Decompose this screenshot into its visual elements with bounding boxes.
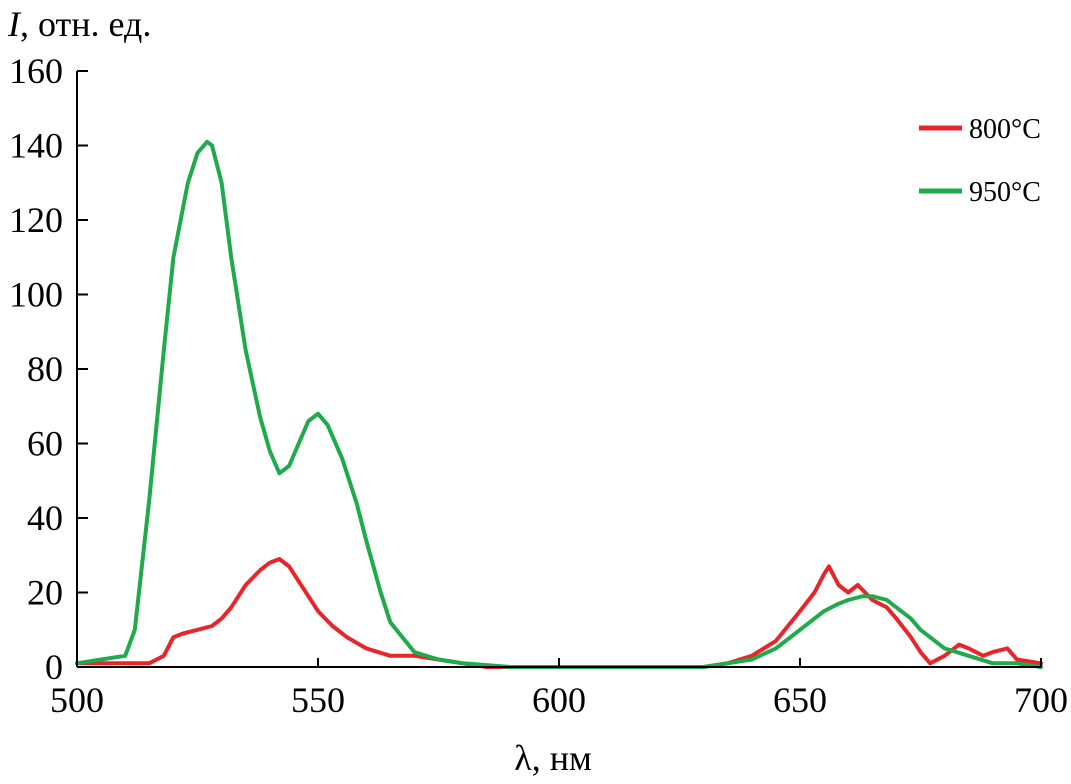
y-tick-label: 100: [9, 275, 63, 315]
y-tick-label: 80: [27, 349, 63, 389]
y-tick-label: 0: [45, 647, 63, 687]
y-axis-label-units: , отн. ед.: [20, 4, 151, 44]
legend-label-1: 800°C: [969, 114, 1041, 145]
y-tick-label: 60: [27, 424, 63, 464]
x-tick-label: 700: [1014, 680, 1068, 720]
x-axis-label: λ, нм: [514, 738, 592, 778]
series-group: [75, 139, 1043, 669]
x-ticks: 500 550 600 650 700: [50, 658, 1068, 720]
x-tick-label: 600: [532, 680, 586, 720]
y-tick-label: 40: [27, 498, 63, 538]
series-line-1: [75, 557, 1043, 669]
y-ticks: 0 20 40 60 80 100 120 140 160: [9, 51, 88, 687]
x-tick-label: 550: [291, 680, 345, 720]
y-axis-label: I, отн. ед.: [7, 4, 151, 44]
y-axis-label-symbol: I: [7, 4, 22, 44]
x-tick-label: 500: [50, 680, 104, 720]
legend-label-2: 950°C: [969, 177, 1041, 208]
legend: 800°C 950°C: [919, 114, 1041, 208]
x-tick-label: 650: [773, 680, 827, 720]
y-tick-label: 120: [9, 200, 63, 240]
y-tick-label: 140: [9, 126, 63, 166]
series-line-2: [75, 139, 1043, 669]
y-tick-label: 160: [9, 51, 63, 91]
y-tick-label: 20: [27, 573, 63, 613]
